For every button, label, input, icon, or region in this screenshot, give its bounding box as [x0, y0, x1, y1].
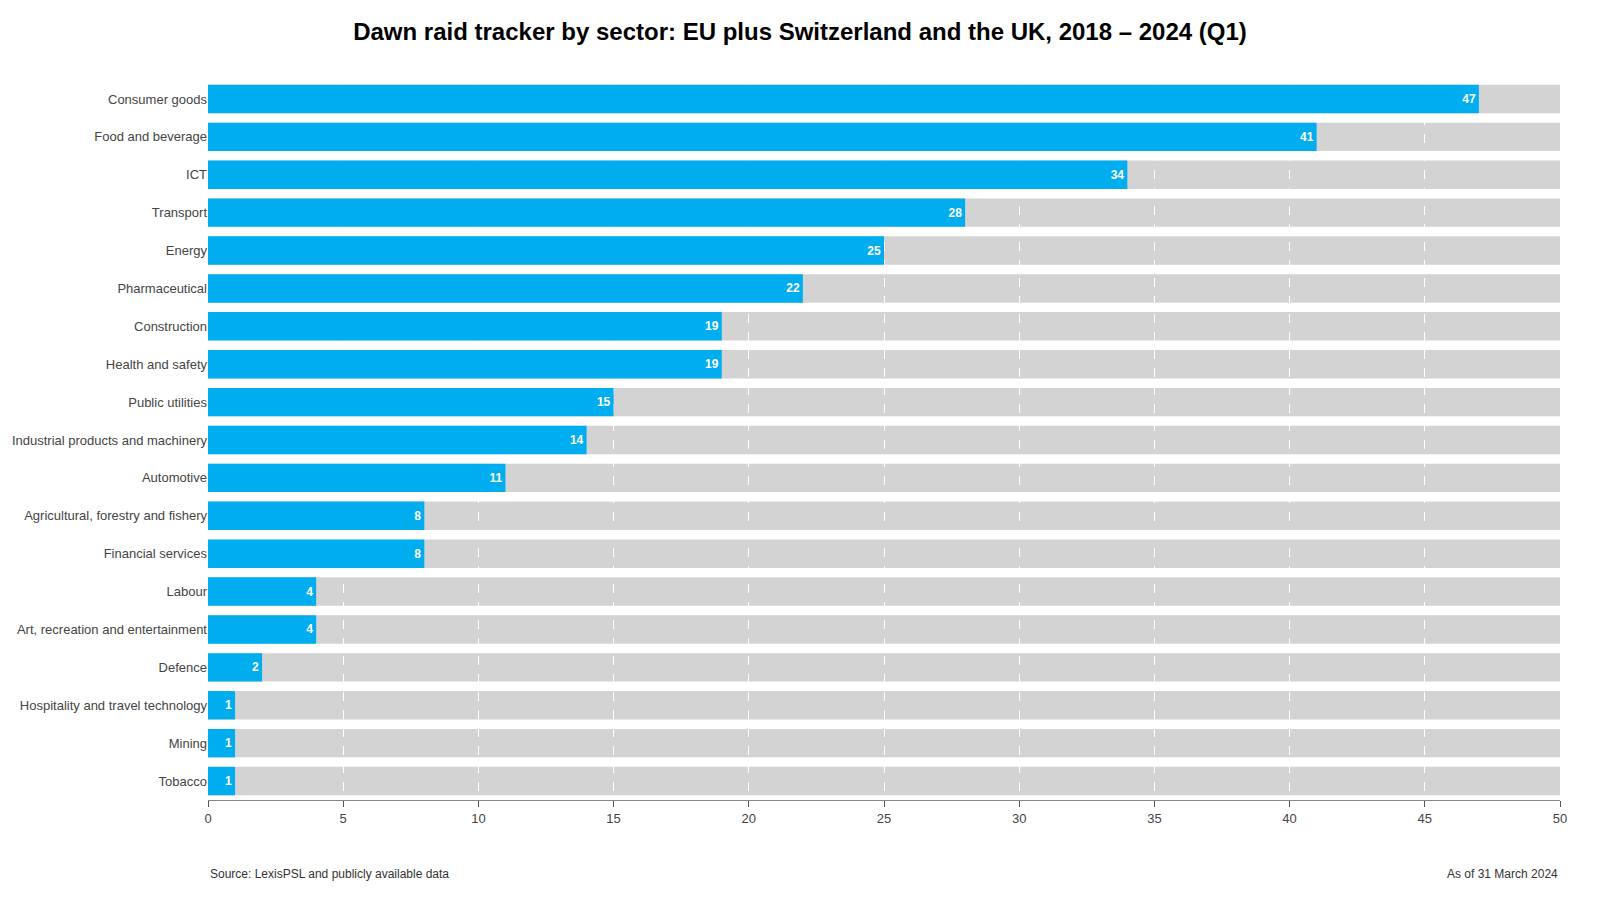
svg-text:35: 35 [1147, 811, 1161, 826]
svg-text:50: 50 [1553, 811, 1567, 826]
svg-text:Source: LexisPSL and publicly: Source: LexisPSL and publicly available … [210, 867, 449, 881]
svg-text:Transport: Transport [152, 205, 208, 220]
svg-text:Art, recreation and entertainm: Art, recreation and entertainment [17, 622, 207, 637]
svg-text:5: 5 [340, 811, 347, 826]
svg-text:Hospitality and travel technol: Hospitality and travel technology [20, 698, 208, 713]
svg-text:Agricultural, forestry and fis: Agricultural, forestry and fishery [24, 508, 207, 523]
svg-text:Energy: Energy [166, 243, 208, 258]
svg-text:25: 25 [877, 811, 891, 826]
svg-text:Health and safety: Health and safety [106, 357, 208, 372]
svg-text:4: 4 [306, 622, 313, 636]
svg-text:45: 45 [1418, 811, 1432, 826]
svg-text:2: 2 [252, 660, 259, 674]
svg-text:Food and beverage: Food and beverage [94, 129, 207, 144]
svg-text:15: 15 [606, 811, 620, 826]
svg-text:22: 22 [786, 281, 800, 295]
svg-text:40: 40 [1282, 811, 1296, 826]
svg-text:10: 10 [471, 811, 485, 826]
svg-text:41: 41 [1300, 130, 1314, 144]
svg-text:0: 0 [204, 811, 211, 826]
svg-text:Public utilities: Public utilities [128, 395, 207, 410]
svg-text:19: 19 [705, 357, 719, 371]
svg-text:1: 1 [225, 774, 232, 788]
svg-text:Labour: Labour [167, 584, 208, 599]
svg-text:Consumer goods: Consumer goods [108, 92, 207, 107]
svg-text:47: 47 [1462, 92, 1476, 106]
svg-text:11: 11 [489, 471, 502, 485]
svg-text:1: 1 [225, 698, 232, 712]
svg-text:1: 1 [225, 736, 232, 750]
svg-text:Automotive: Automotive [142, 470, 207, 485]
svg-text:Defence: Defence [159, 660, 207, 675]
svg-text:Tobacco: Tobacco [159, 774, 207, 789]
svg-text:Dawn raid tracker by sector: E: Dawn raid tracker by sector: EU plus Swi… [353, 18, 1247, 45]
svg-text:ICT: ICT [186, 167, 207, 182]
svg-text:Pharmaceutical: Pharmaceutical [117, 281, 207, 296]
svg-text:8: 8 [414, 547, 421, 561]
svg-text:As of 31 March 2024: As of 31 March 2024 [1447, 867, 1558, 881]
svg-text:20: 20 [742, 811, 756, 826]
svg-text:28: 28 [948, 206, 962, 220]
svg-text:Financial services: Financial services [104, 546, 208, 561]
svg-text:4: 4 [306, 585, 313, 599]
svg-text:Mining: Mining [169, 736, 207, 751]
svg-text:25: 25 [867, 244, 881, 258]
svg-text:15: 15 [597, 395, 611, 409]
svg-text:14: 14 [570, 433, 584, 447]
svg-text:Construction: Construction [134, 319, 207, 334]
svg-text:Industrial products and machin: Industrial products and machinery [12, 433, 208, 448]
svg-text:8: 8 [414, 509, 421, 523]
svg-text:19: 19 [705, 319, 719, 333]
svg-text:34: 34 [1111, 168, 1125, 182]
svg-text:30: 30 [1012, 811, 1026, 826]
